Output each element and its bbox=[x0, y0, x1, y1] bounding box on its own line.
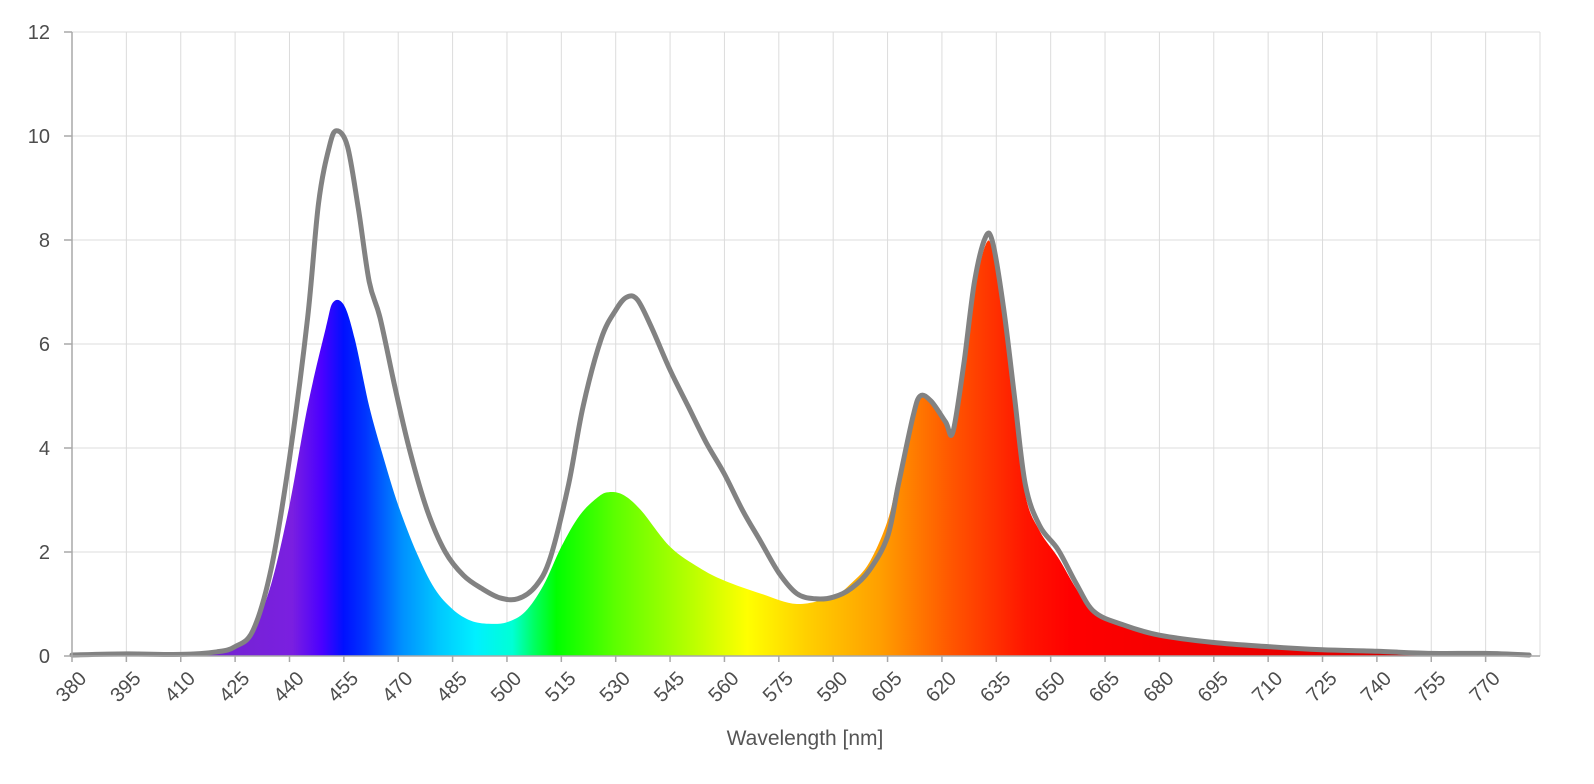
x-tick-label: 440 bbox=[269, 668, 308, 707]
x-tick-label: 410 bbox=[161, 668, 200, 707]
y-tick-label: 0 bbox=[39, 646, 50, 668]
x-tick-label: 725 bbox=[1303, 668, 1342, 707]
x-tick-label: 575 bbox=[759, 668, 798, 707]
y-tick-label: 6 bbox=[39, 334, 50, 356]
y-tick-label: 10 bbox=[28, 126, 50, 148]
x-tick-label: 770 bbox=[1466, 668, 1505, 707]
spectrum-area bbox=[72, 240, 1530, 657]
spectrum-area-layer bbox=[72, 240, 1530, 657]
x-tick-label: 395 bbox=[106, 668, 145, 707]
y-tick-label: 8 bbox=[39, 230, 50, 252]
x-tick-label: 635 bbox=[976, 668, 1015, 707]
x-tick-label: 515 bbox=[541, 668, 580, 707]
x-tick-label: 695 bbox=[1194, 668, 1233, 707]
x-tick-label: 485 bbox=[433, 668, 472, 707]
x-tick-label: 740 bbox=[1357, 668, 1396, 707]
x-tick-label: 650 bbox=[1031, 668, 1070, 707]
gray-spectrum-line bbox=[69, 128, 1532, 658]
x-tick-label: 755 bbox=[1411, 668, 1450, 707]
x-tick-label: 425 bbox=[215, 668, 254, 707]
y-tick-label: 2 bbox=[39, 542, 50, 564]
x-tick-label: 680 bbox=[1139, 668, 1178, 707]
x-tick-label: 470 bbox=[378, 668, 417, 707]
x-tick-label: 710 bbox=[1248, 668, 1287, 707]
x-axis-title: Wavelength [nm] bbox=[727, 727, 884, 750]
x-tick-label: 545 bbox=[650, 668, 689, 707]
x-tick-labels: 380 395 410 425 440 455 470 485 500 515 530 545 560 5… bbox=[52, 656, 1505, 707]
y-tick-label: 12 bbox=[28, 22, 50, 44]
x-tick-label: 620 bbox=[922, 668, 961, 707]
x-tick-label: 605 bbox=[868, 668, 907, 707]
x-tick-label: 665 bbox=[1085, 668, 1124, 707]
x-tick-label: 590 bbox=[813, 668, 852, 707]
x-tick-label: 500 bbox=[487, 668, 526, 707]
x-tick-label: 455 bbox=[324, 668, 363, 707]
gray-line-layer bbox=[69, 128, 1532, 658]
y-tick-labels: 0 2 4 6 8 10 12 bbox=[28, 22, 72, 668]
x-tick-label: 560 bbox=[704, 668, 743, 707]
y-tick-label: 4 bbox=[39, 438, 50, 460]
x-tick-label: 530 bbox=[596, 668, 635, 707]
x-tick-label: 380 bbox=[52, 668, 91, 707]
